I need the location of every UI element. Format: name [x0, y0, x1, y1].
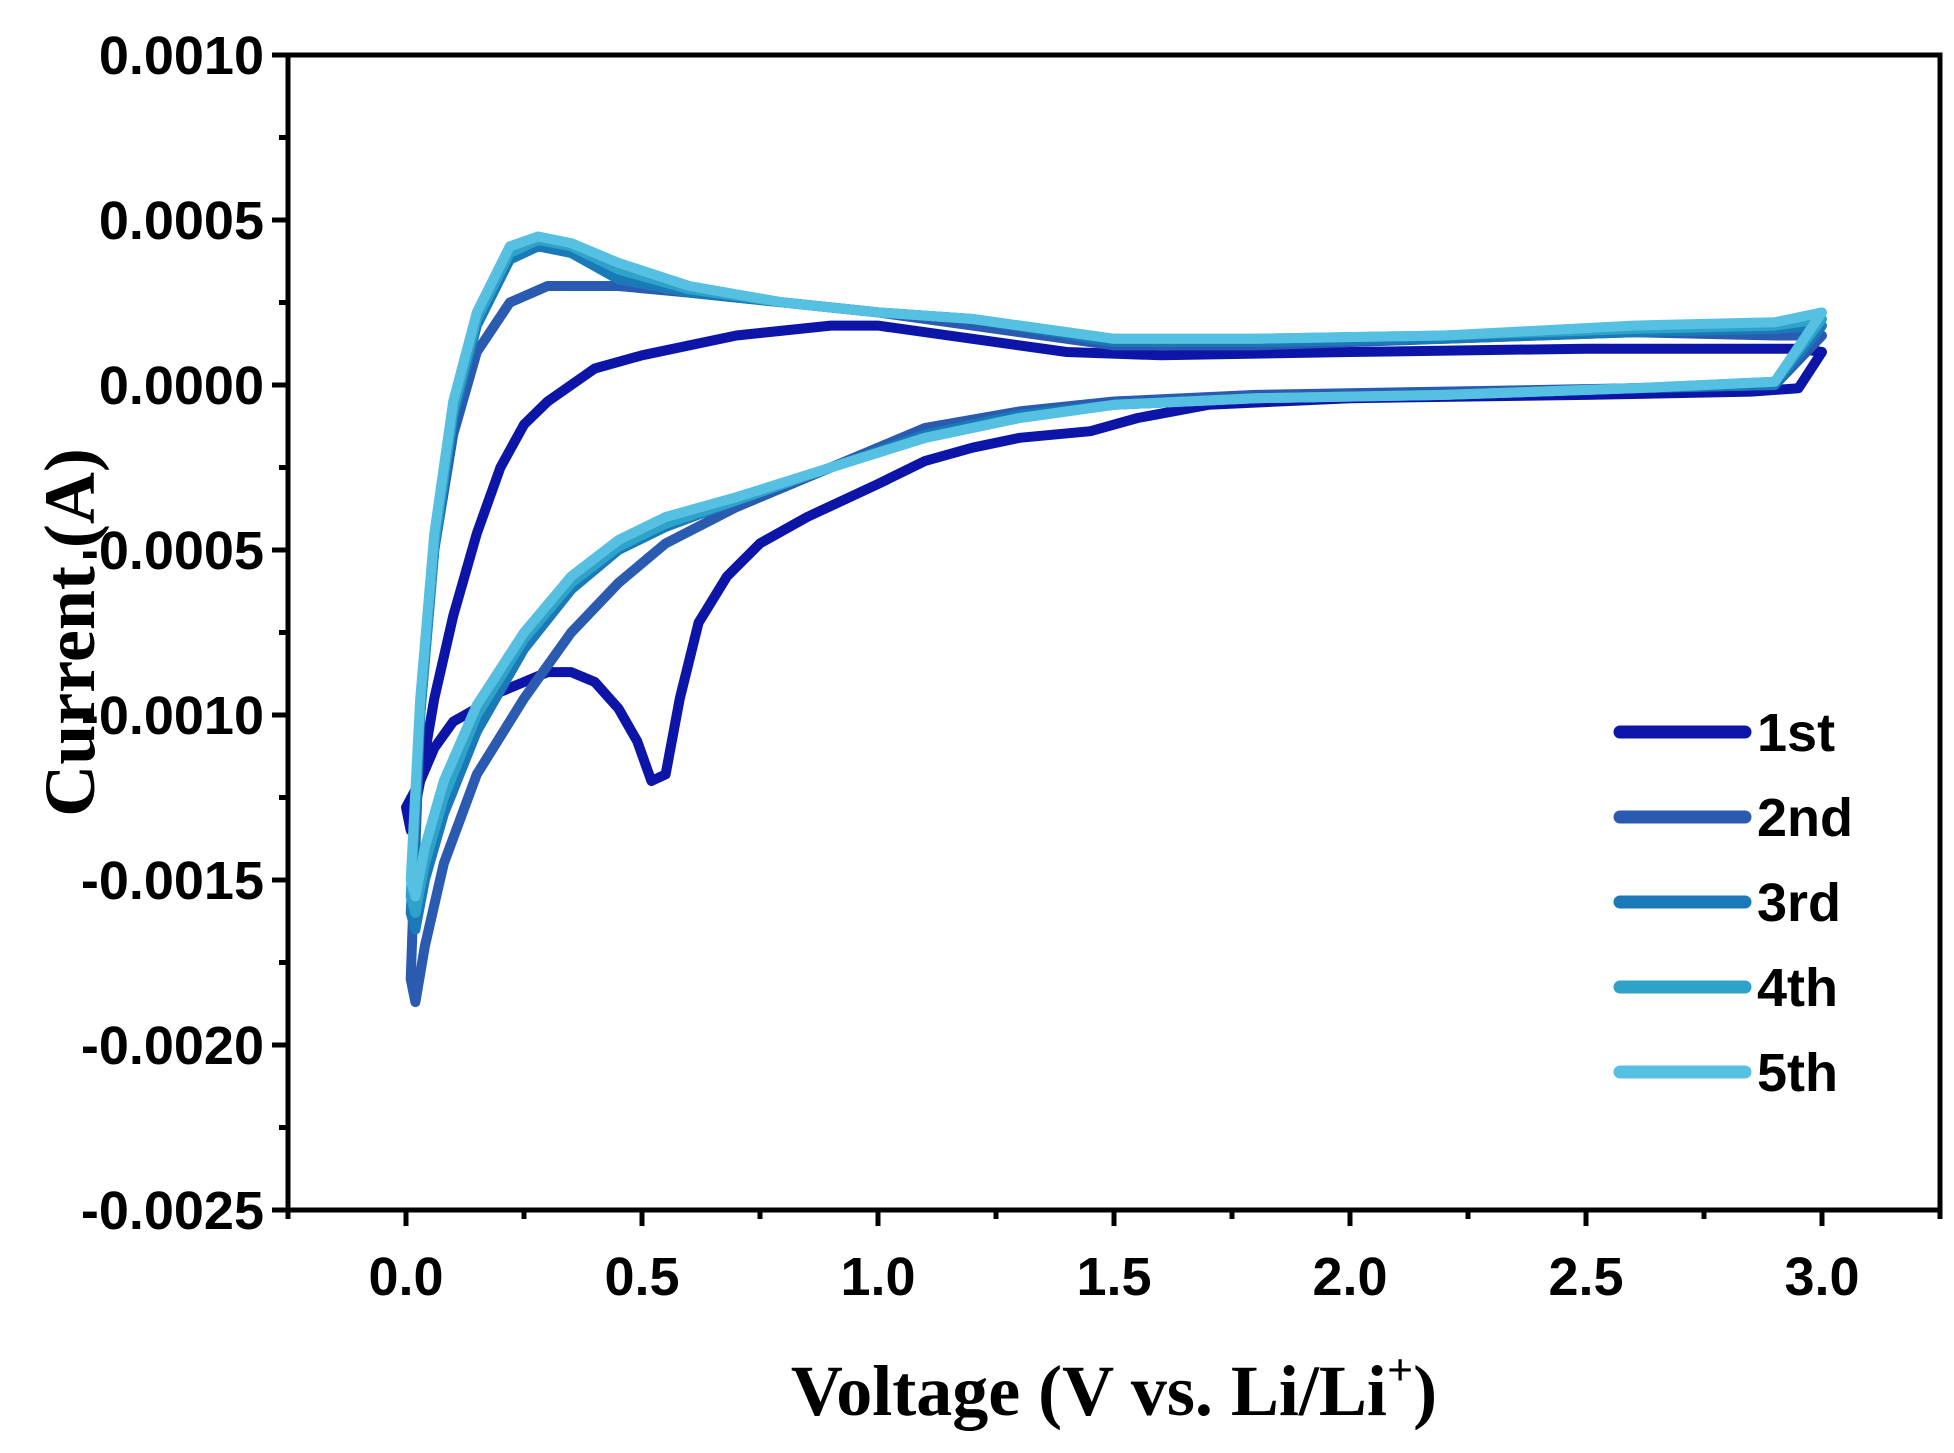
legend-label-3rd: 3rd: [1757, 873, 1841, 933]
x-axis-title-close: ): [1413, 1351, 1437, 1431]
y-tick-label: -0.0020: [81, 1016, 264, 1076]
x-tick-label: 0.5: [604, 1247, 679, 1307]
series-line-5th: [405, 231, 1827, 902]
x-tick-label: 0.0: [368, 1247, 443, 1307]
y-tick-label: -0.0005: [81, 521, 264, 581]
y-tick-label: 0.0010: [99, 26, 264, 86]
x-tick-label: 1.5: [1076, 1247, 1151, 1307]
x-axis-title: Voltage (V vs. Li/Li+): [791, 1344, 1437, 1431]
x-axis-title-main: Voltage (V vs. Li/Li: [791, 1351, 1387, 1431]
x-tick-label: 3.0: [1784, 1247, 1859, 1307]
legend-label-5th: 5th: [1757, 1043, 1838, 1103]
y-tick-label: 0.0005: [99, 191, 264, 251]
legend-label-4th: 4th: [1757, 958, 1838, 1018]
series-line-1st: [401, 320, 1827, 836]
x-axis-title-sup: +: [1387, 1344, 1413, 1395]
y-axis-title: Current (A): [30, 448, 110, 817]
x-tick-label: 2.0: [1312, 1247, 1387, 1307]
y-tick-label: -0.0015: [81, 851, 264, 911]
y-tick-label: -0.0010: [81, 686, 264, 746]
legend: 1st 2nd 3rd 4th 5th: [1613, 703, 1853, 1103]
y-tick-label: 0.0000: [99, 356, 264, 416]
series-layer: [401, 231, 1827, 1008]
legend-label-2nd: 2nd: [1757, 788, 1853, 848]
legend-label-1st: 1st: [1757, 703, 1835, 763]
axes-layer: 0.0010 0.0005 0.0000 -0.0005 -0.0010 -0.0015 -…: [81, 26, 1943, 1307]
y-tick-label: -0.0025: [81, 1181, 264, 1241]
x-tick-label: 1.0: [840, 1247, 915, 1307]
x-tick-label: 2.5: [1548, 1247, 1623, 1307]
